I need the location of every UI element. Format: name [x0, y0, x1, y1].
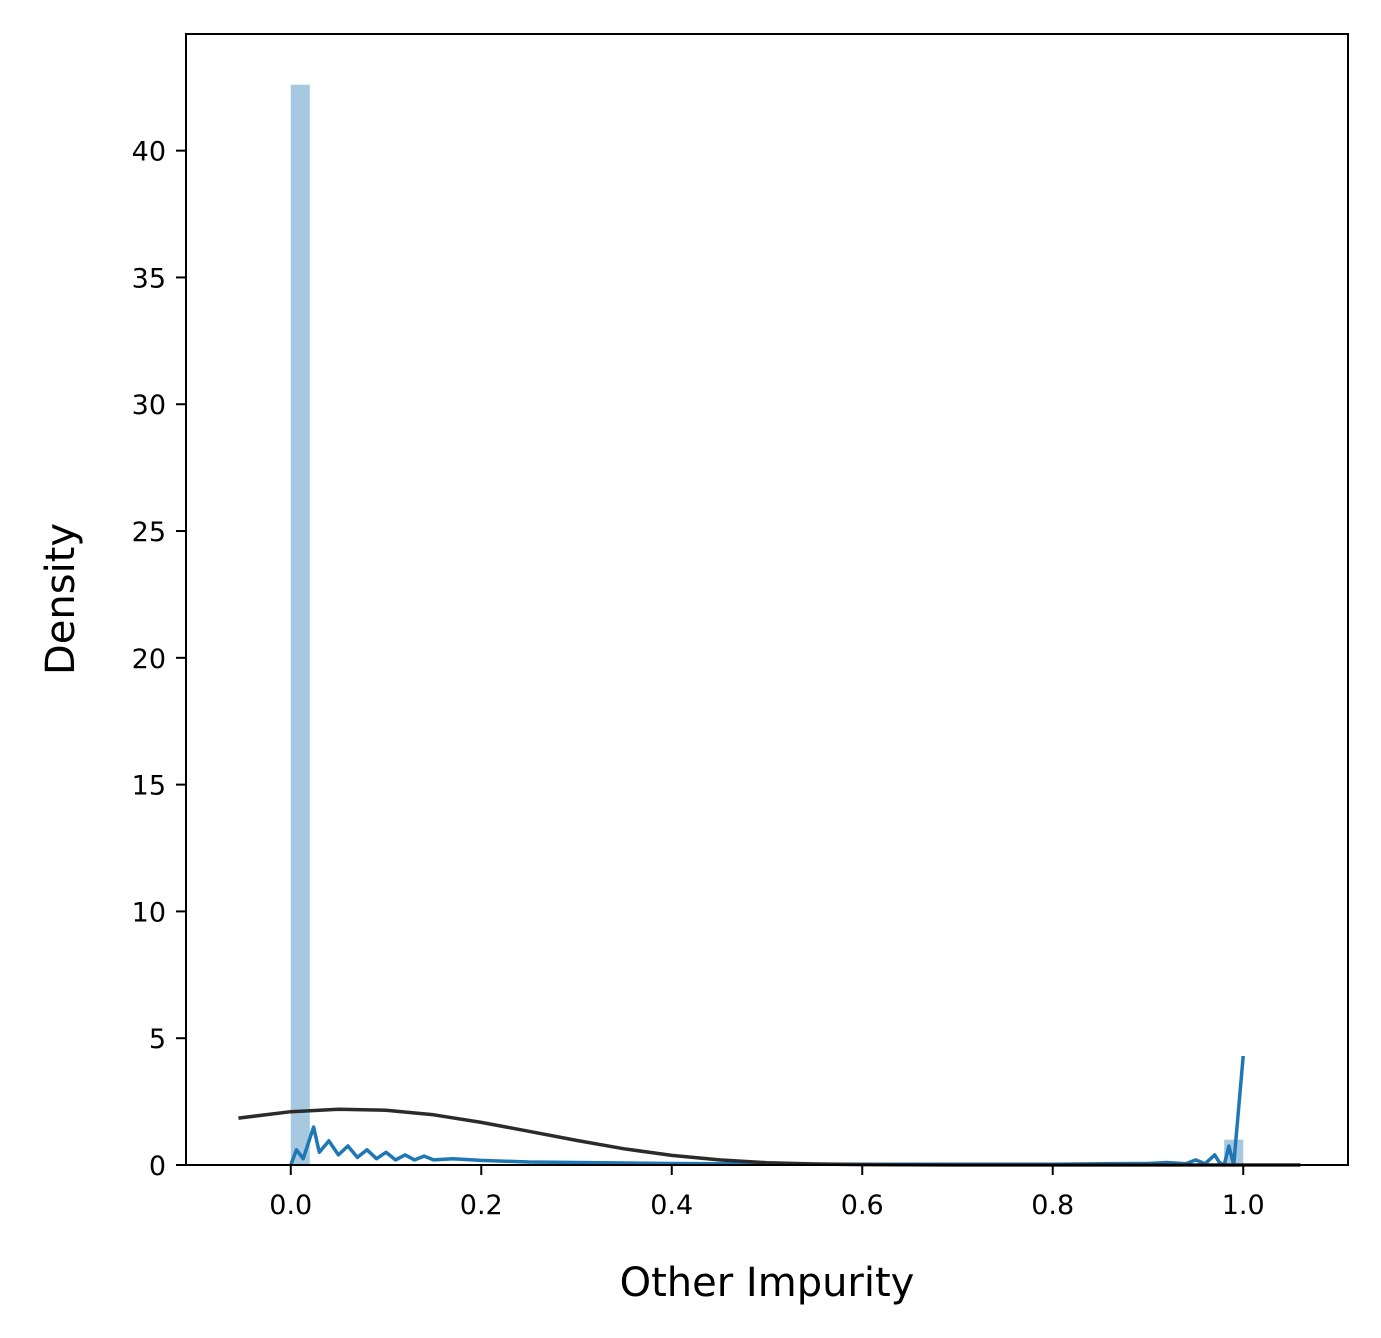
y-tick-label: 40	[132, 137, 166, 168]
x-tick-label: 0.8	[1031, 1190, 1074, 1221]
histogram-bars	[290, 84, 1244, 1165]
y-axis-ticks: 0 5 10 15 20 25 30 35 40	[132, 137, 186, 1182]
y-tick-label: 10	[132, 897, 166, 928]
y-tick-label: 0	[149, 1151, 166, 1182]
y-tick-label: 20	[132, 644, 166, 675]
y-tick-label: 30	[132, 390, 166, 421]
x-tick-label: 0.6	[841, 1190, 884, 1221]
x-tick-label: 0.0	[269, 1190, 312, 1221]
y-axis-label: Density	[38, 523, 84, 675]
histogram-bar-0	[290, 84, 310, 1165]
y-tick-label: 25	[132, 517, 166, 548]
y-tick-label: 5	[149, 1024, 166, 1055]
density-lines	[238, 1055, 1301, 1167]
kde-line	[289, 1055, 1245, 1167]
plot-frame	[185, 33, 1349, 1166]
x-tick-label: 1.0	[1222, 1190, 1265, 1221]
x-axis-ticks: 0.0 0.2 0.4 0.6 0.8 1.0	[269, 1165, 1265, 1221]
x-axis-label: Other Impurity	[620, 1260, 915, 1306]
x-tick-label: 0.4	[650, 1190, 693, 1221]
fit-line	[238, 1107, 1301, 1167]
y-tick-label: 15	[132, 771, 166, 802]
y-tick-label: 35	[132, 263, 166, 294]
x-tick-label: 0.2	[460, 1190, 503, 1221]
